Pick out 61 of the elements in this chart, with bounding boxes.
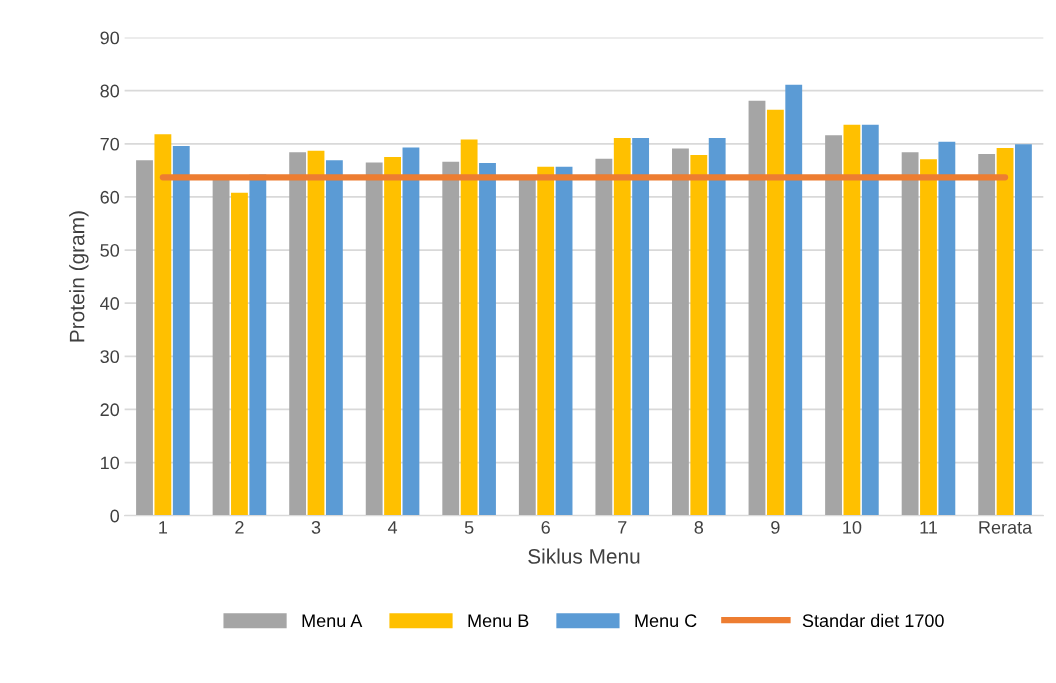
y-tick-label: 90 [100,31,120,45]
bar [325,160,343,516]
x-tick-label: Rerata [979,521,1033,534]
y-tick-label: 20 [100,403,120,417]
bar [978,153,996,516]
bar [785,84,803,516]
y-tick-label: 30 [100,350,120,364]
legend-label: Menu C [635,614,697,628]
x-tick-label: 2 [235,521,244,534]
bar [901,152,919,516]
bar [442,161,460,516]
bar [479,162,496,516]
x-axis-title: Siklus Menu [528,548,640,564]
x-tick-label: 4 [387,521,398,534]
bar [136,160,153,516]
x-tick-label: 3 [311,521,321,534]
bar [595,158,613,516]
x-tick-label: 11 [920,521,937,534]
x-tick-label: 5 [464,521,474,534]
bar [920,159,937,516]
bar [996,148,1014,516]
bar [690,154,708,516]
x-tick-label: 9 [771,521,780,534]
y-tick-label: 60 [100,190,120,204]
bar [748,100,766,516]
y-tick-label: 70 [100,137,120,151]
legend-label: Menu A [302,614,363,628]
bar [154,134,172,516]
bar [307,150,325,516]
bar [825,135,842,516]
bar [672,148,689,516]
y-tick-label: 0 [110,509,120,523]
x-tick-label: 8 [694,521,704,534]
bar [632,137,650,516]
y-tick-label: 10 [101,456,120,470]
bar [766,109,784,516]
bar [402,147,420,516]
y-axis-title: Protein (gram) [69,211,89,342]
bar [172,145,190,516]
bar [365,162,383,516]
bar [231,192,248,516]
legend-label: Menu B [468,614,529,628]
bar [613,137,631,516]
y-tick-label: 80 [100,84,120,98]
bar [384,157,401,516]
bar [861,124,879,516]
bar [537,166,555,516]
bar [938,141,956,516]
bar [1015,144,1032,516]
y-tick-label: 40 [100,297,120,310]
x-tick-label: 6 [541,521,550,534]
y-tick-label: 50 [100,243,120,257]
x-tick-label: 1 [159,521,168,534]
x-tick-label: 7 [618,521,627,534]
bar [708,137,726,516]
x-tick-label: 10 [843,521,862,534]
bar [289,152,307,516]
bar [843,124,861,516]
bar [460,139,478,516]
legend-label: Standar diet 1700 [802,613,944,628]
bar [555,166,573,516]
